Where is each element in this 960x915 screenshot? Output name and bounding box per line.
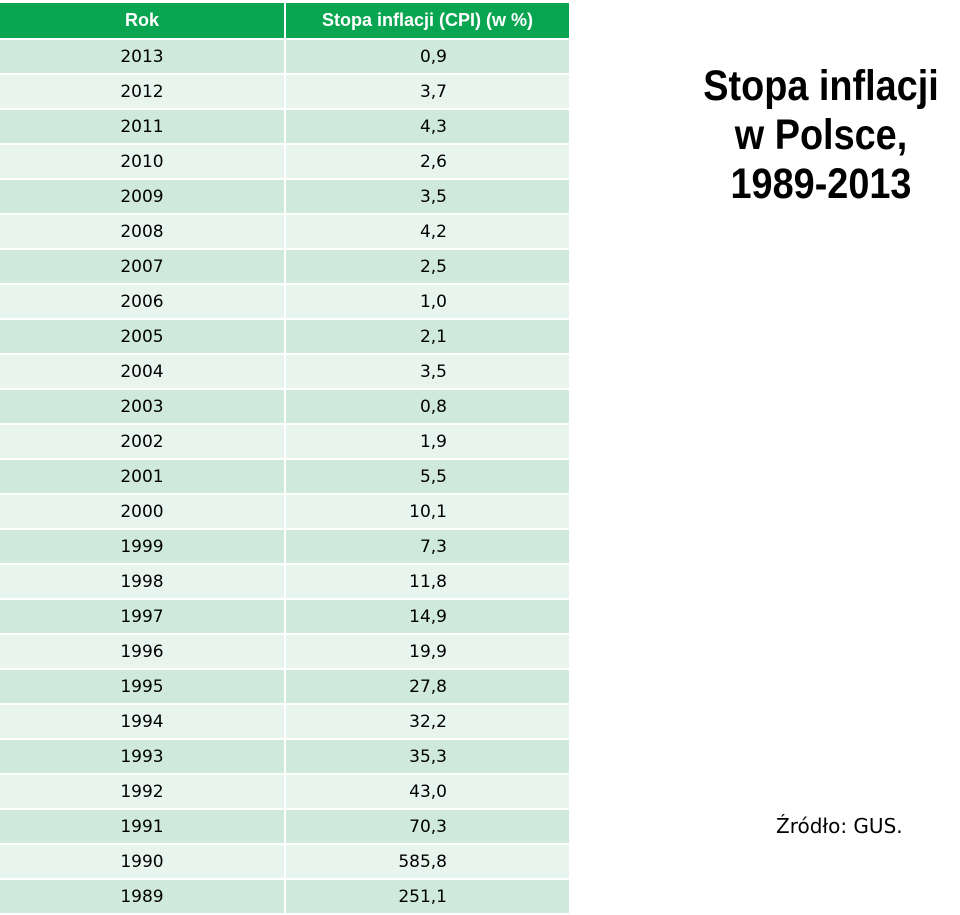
inflation-value-cell: 5,5 xyxy=(285,459,571,495)
table-row: 2002 1,9 xyxy=(0,424,571,460)
header-inflation-rate: Stopa inflacji (CPI) (w %) xyxy=(285,3,571,40)
table-row: 2003 0,8 xyxy=(0,389,571,425)
title-line-3: 1989-2013 xyxy=(730,160,912,208)
table-row: 2011 4,3 xyxy=(0,109,571,145)
inflation-value-cell: 2,6 xyxy=(285,144,571,180)
table-row: 2007 2,5 xyxy=(0,249,571,285)
inflation-value-cell: 4,2 xyxy=(285,214,571,250)
year-cell: 1993 xyxy=(0,739,286,775)
table-body: 2013 0,9 2012 3,7 2011 4,3 2010 2,6 2009 3,5 2008 4… xyxy=(0,39,571,915)
year-cell: 2009 xyxy=(0,179,286,215)
table-row: 2010 2,6 xyxy=(0,144,571,180)
table-row: 2006 1,0 xyxy=(0,284,571,320)
table-row: 1996 19,9 xyxy=(0,634,571,670)
year-cell: 2005 xyxy=(0,319,286,355)
inflation-value-cell: 19,9 xyxy=(285,634,571,670)
table-row: 2005 2,1 xyxy=(0,319,571,355)
page-title: Stopa inflacji w Polsce, 1989-2013 xyxy=(693,62,948,209)
inflation-value-cell: 3,5 xyxy=(285,354,571,390)
year-cell: 2004 xyxy=(0,354,286,390)
year-cell: 2002 xyxy=(0,424,286,460)
inflation-value-cell: 35,3 xyxy=(285,739,571,775)
inflation-value-cell: 251,1 xyxy=(285,879,571,915)
inflation-value-cell: 43,0 xyxy=(285,774,571,810)
inflation-value-cell: 27,8 xyxy=(285,669,571,705)
year-cell: 2003 xyxy=(0,389,286,425)
inflation-value-cell: 585,8 xyxy=(285,844,571,880)
inflation-value-cell: 2,5 xyxy=(285,249,571,285)
year-cell: 2010 xyxy=(0,144,286,180)
inflation-value-cell: 1,9 xyxy=(285,424,571,460)
inflation-value-cell: 0,8 xyxy=(285,389,571,425)
inflation-value-cell: 3,5 xyxy=(285,179,571,215)
inflation-value-cell: 3,7 xyxy=(285,74,571,110)
year-cell: 1998 xyxy=(0,564,286,600)
year-cell: 1989 xyxy=(0,879,286,915)
table-row: 1994 32,2 xyxy=(0,704,571,740)
inflation-table: Rok Stopa inflacji (CPI) (w %) 2013 0,9 20… xyxy=(0,3,571,915)
table-row: 1995 27,8 xyxy=(0,669,571,705)
inflation-value-cell: 10,1 xyxy=(285,494,571,530)
year-cell: 1994 xyxy=(0,704,286,740)
source-note: Źródło: GUS. xyxy=(776,814,903,838)
year-cell: 1997 xyxy=(0,599,286,635)
inflation-value-cell: 0,9 xyxy=(285,39,571,75)
table-row: 2008 4,2 xyxy=(0,214,571,250)
inflation-value-cell: 7,3 xyxy=(285,529,571,565)
table-row: 1989 251,1 xyxy=(0,879,571,915)
year-cell: 1992 xyxy=(0,774,286,810)
year-cell: 2012 xyxy=(0,74,286,110)
table-row: 1992 43,0 xyxy=(0,774,571,810)
inflation-value-cell: 32,2 xyxy=(285,704,571,740)
title-line-1: Stopa inflacji xyxy=(703,62,939,110)
year-cell: 1996 xyxy=(0,634,286,670)
inflation-value-cell: 1,0 xyxy=(285,284,571,320)
table-row: 2001 5,5 xyxy=(0,459,571,495)
table-row: 2012 3,7 xyxy=(0,74,571,110)
title-line-2: w Polsce, xyxy=(734,111,908,159)
year-cell: 2013 xyxy=(0,39,286,75)
table-row: 1990 585,8 xyxy=(0,844,571,880)
table-row: 2013 0,9 xyxy=(0,39,571,75)
table-row: 2000 10,1 xyxy=(0,494,571,530)
table-row: 1991 70,3 xyxy=(0,809,571,845)
inflation-value-cell: 70,3 xyxy=(285,809,571,845)
header-year: Rok xyxy=(0,3,286,40)
inflation-value-cell: 14,9 xyxy=(285,599,571,635)
year-cell: 2007 xyxy=(0,249,286,285)
year-cell: 1999 xyxy=(0,529,286,565)
year-cell: 2008 xyxy=(0,214,286,250)
table-row: 1993 35,3 xyxy=(0,739,571,775)
table-row: 1997 14,9 xyxy=(0,599,571,635)
year-cell: 2006 xyxy=(0,284,286,320)
table-row: 2004 3,5 xyxy=(0,354,571,390)
table-row: 1998 11,8 xyxy=(0,564,571,600)
table-header-row: Rok Stopa inflacji (CPI) (w %) xyxy=(0,3,571,40)
year-cell: 2000 xyxy=(0,494,286,530)
inflation-value-cell: 4,3 xyxy=(285,109,571,145)
year-cell: 1991 xyxy=(0,809,286,845)
year-cell: 1990 xyxy=(0,844,286,880)
table-row: 1999 7,3 xyxy=(0,529,571,565)
year-cell: 2001 xyxy=(0,459,286,495)
table-row: 2009 3,5 xyxy=(0,179,571,215)
year-cell: 2011 xyxy=(0,109,286,145)
inflation-value-cell: 11,8 xyxy=(285,564,571,600)
year-cell: 1995 xyxy=(0,669,286,705)
inflation-value-cell: 2,1 xyxy=(285,319,571,355)
